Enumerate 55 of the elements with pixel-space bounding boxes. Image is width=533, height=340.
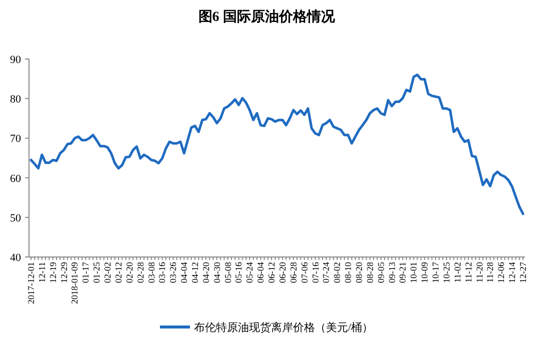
x-tick-label: 08-10 — [343, 262, 354, 283]
x-tick-label: 12-29 — [58, 262, 69, 283]
y-tick-label: 60 — [10, 172, 22, 185]
x-tick-label: 02-20 — [124, 262, 134, 283]
x-tick-label: 04-30 — [212, 262, 222, 283]
x-tick-label: 07-06 — [299, 262, 310, 283]
x-tick-label: 05-16 — [234, 262, 244, 283]
x-tick-label: 12-14 — [507, 262, 518, 283]
x-tick-label: 09-13 — [386, 262, 397, 283]
x-tick-label: 12-06 — [496, 262, 506, 283]
x-tick-label: 09-05 — [376, 262, 386, 283]
x-tick-label: 05-24 — [244, 262, 255, 283]
x-tick-label: 04-04 — [179, 262, 190, 283]
x-tick-label: 10-25 — [441, 262, 452, 283]
x-tick-label: 11-12 — [463, 262, 474, 283]
x-tick-label: 02-02 — [102, 262, 113, 283]
x-tick-label: 11-02 — [452, 262, 462, 283]
x-tick-label: 10-01 — [408, 262, 419, 283]
x-tick-label: 05-08 — [222, 262, 233, 283]
y-tick-label: 50 — [10, 212, 22, 224]
x-tick-label: 02-12 — [113, 262, 124, 283]
x-tick-label: 07-24 — [321, 262, 332, 283]
x-tick-label: 2018-01-09 — [70, 262, 80, 304]
x-tick-label: 03-16 — [157, 262, 168, 283]
x-tick-label: 04-12 — [190, 262, 200, 283]
x-tick-label: 02-28 — [135, 262, 146, 283]
x-tick-label: 08-28 — [364, 262, 375, 283]
x-tick-label: 11-20 — [474, 262, 484, 283]
x-tick-label: 10-09 — [420, 262, 430, 283]
x-tick-label: 06-28 — [288, 262, 298, 283]
y-tick-label: 80 — [10, 94, 22, 106]
y-tick-label: 40 — [10, 252, 22, 264]
legend-label: 布伦特原油现货离岸价格（美元/桶） — [194, 321, 374, 334]
x-tick-label: 06-20 — [277, 262, 288, 283]
x-tick-label: 01-17 — [80, 262, 91, 283]
x-tick-label: 06-12 — [266, 262, 277, 283]
x-tick-label: 09-21 — [398, 262, 408, 283]
x-tick-label: 03-08 — [146, 262, 156, 283]
y-tick-label: 90 — [10, 54, 22, 66]
x-tick-label: 06-04 — [256, 262, 266, 283]
x-tick-label: 04-20 — [200, 262, 211, 283]
x-tick-label: 12-11 — [36, 262, 47, 283]
chart-title: 图6 国际原油价格情况 — [198, 9, 336, 25]
x-tick-label: 10-17 — [430, 262, 441, 283]
x-tick-label: 12-19 — [48, 262, 58, 283]
x-tick-label: 03-26 — [168, 262, 178, 283]
x-tick-label: 08-20 — [354, 262, 364, 283]
x-tick-label: 12-27 — [518, 262, 528, 283]
line-series — [30, 74, 524, 216]
y-tick-label: 70 — [10, 133, 22, 146]
x-tick-label: 2017-12-01 — [26, 262, 36, 304]
x-tick-label: 11-28 — [485, 262, 496, 283]
x-tick-label: 07-16 — [310, 262, 320, 283]
x-tick-label: 08-02 — [332, 262, 342, 283]
x-tick-label: 01-25 — [92, 262, 102, 283]
